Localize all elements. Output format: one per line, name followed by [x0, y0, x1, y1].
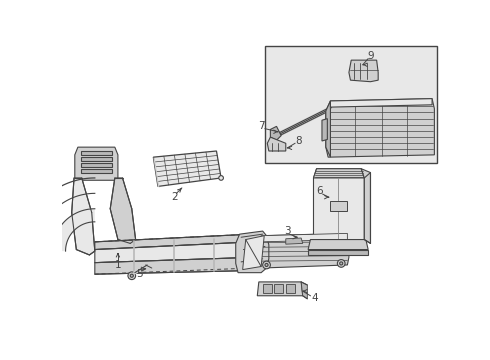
Text: 6: 6 [317, 186, 323, 196]
Polygon shape [308, 249, 368, 255]
Polygon shape [326, 101, 330, 157]
Polygon shape [261, 233, 347, 242]
Text: 1: 1 [115, 260, 121, 270]
Polygon shape [330, 99, 432, 107]
Polygon shape [81, 151, 112, 155]
Polygon shape [286, 238, 303, 244]
Polygon shape [361, 169, 370, 243]
Polygon shape [52, 209, 95, 251]
Polygon shape [263, 284, 272, 293]
Text: 3: 3 [284, 226, 291, 236]
Text: 2: 2 [171, 192, 177, 202]
Polygon shape [110, 178, 136, 243]
Polygon shape [286, 284, 295, 293]
Polygon shape [275, 106, 332, 138]
Polygon shape [270, 126, 281, 140]
Text: 7: 7 [258, 121, 265, 131]
Text: 8: 8 [295, 136, 301, 146]
Polygon shape [243, 236, 264, 270]
Polygon shape [95, 242, 257, 263]
Bar [265, 46, 437, 163]
Polygon shape [153, 151, 221, 186]
Circle shape [263, 261, 270, 269]
Polygon shape [314, 169, 365, 247]
Circle shape [219, 176, 223, 180]
Text: 9: 9 [367, 51, 374, 61]
Polygon shape [72, 178, 95, 255]
Polygon shape [322, 119, 327, 141]
Polygon shape [259, 233, 349, 268]
Polygon shape [95, 257, 260, 274]
Polygon shape [308, 239, 368, 249]
Circle shape [265, 264, 268, 266]
Polygon shape [81, 163, 112, 167]
Polygon shape [81, 157, 112, 161]
Circle shape [337, 260, 345, 267]
Polygon shape [349, 60, 378, 82]
Circle shape [340, 262, 343, 265]
Polygon shape [314, 169, 365, 178]
Polygon shape [95, 234, 253, 249]
Polygon shape [330, 201, 347, 211]
Polygon shape [257, 282, 303, 296]
Circle shape [128, 272, 136, 280]
Polygon shape [81, 170, 112, 173]
Polygon shape [75, 147, 118, 180]
Circle shape [130, 274, 133, 277]
Polygon shape [236, 231, 269, 273]
Polygon shape [326, 99, 435, 157]
Polygon shape [274, 284, 283, 293]
Polygon shape [301, 282, 307, 299]
Polygon shape [153, 157, 159, 188]
Text: 4: 4 [312, 293, 318, 303]
Polygon shape [268, 137, 286, 151]
Text: 5: 5 [136, 269, 143, 279]
